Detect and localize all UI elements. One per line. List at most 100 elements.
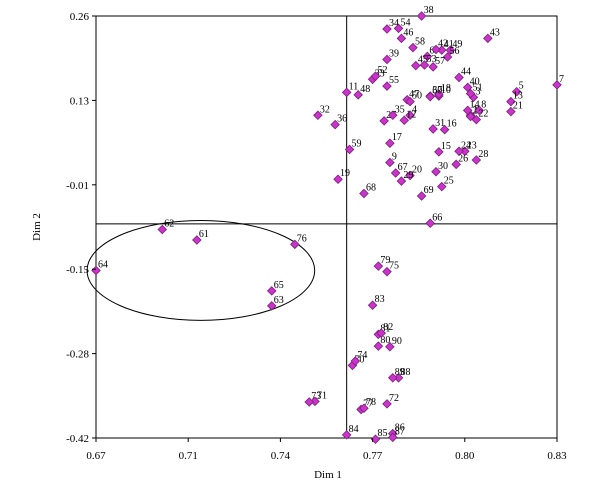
data-point: 43 xyxy=(483,27,500,44)
point-label: 24 xyxy=(461,140,471,151)
point-label: 37 xyxy=(432,85,442,96)
point-label: 47 xyxy=(409,89,419,100)
point-label: 43 xyxy=(490,27,500,38)
point-label: 10 xyxy=(441,85,451,96)
data-point: 71 xyxy=(310,390,327,407)
point-label: 62 xyxy=(164,218,174,229)
data-point: 20 xyxy=(405,164,422,181)
point-marker xyxy=(396,33,407,44)
data-point: 58 xyxy=(408,37,425,53)
point-label: 52 xyxy=(377,65,387,76)
point-marker xyxy=(333,174,343,184)
data-point: 76 xyxy=(290,233,307,250)
data-point: 90 xyxy=(385,336,402,352)
data-point: 65 xyxy=(266,280,284,296)
point-label: 35 xyxy=(395,104,405,115)
point-marker xyxy=(373,261,384,271)
data-point: 60 xyxy=(425,86,442,102)
data-point: 6 xyxy=(422,45,434,62)
data-point: 7 xyxy=(552,74,564,90)
point-label: 34 xyxy=(389,18,399,29)
point-label: 14 xyxy=(470,99,480,110)
point-marker xyxy=(373,341,384,351)
data-point: 46 xyxy=(396,27,413,44)
data-point: 19 xyxy=(333,168,350,184)
point-marker xyxy=(434,89,444,99)
point-marker xyxy=(434,147,444,157)
point-label: 74 xyxy=(357,350,367,361)
data-point: 54 xyxy=(393,17,411,34)
data-point: 52 xyxy=(370,65,387,81)
point-marker xyxy=(454,146,464,157)
point-marker xyxy=(304,397,314,407)
data-point: 75 xyxy=(382,261,399,277)
point-marker xyxy=(376,328,387,338)
data-point: 42 xyxy=(431,39,448,55)
point-marker xyxy=(411,60,421,71)
data-point: 11 xyxy=(341,81,358,98)
data-point: 26 xyxy=(451,153,468,170)
point-label: 21 xyxy=(513,101,523,112)
point-marker xyxy=(192,235,202,245)
point-label: 67 xyxy=(398,162,408,173)
data-point: 66 xyxy=(425,212,442,229)
point-label: 18 xyxy=(441,83,451,94)
point-marker xyxy=(350,356,361,366)
point-label: 56 xyxy=(450,46,460,57)
data-point: 25 xyxy=(436,176,454,192)
point-marker xyxy=(370,434,381,445)
point-label: 33 xyxy=(375,68,385,79)
x-tick-label: 0.83 xyxy=(547,450,567,462)
data-point: 56 xyxy=(442,46,460,62)
point-label: 48 xyxy=(360,84,370,95)
data-points: 1234567891011121314151617181920212223242… xyxy=(91,5,564,445)
point-label: 53 xyxy=(426,54,436,65)
point-marker xyxy=(428,62,438,72)
data-point: 30 xyxy=(431,161,448,177)
point-label: 85 xyxy=(377,428,387,439)
data-point: 28 xyxy=(471,149,488,165)
data-point: 87 xyxy=(388,426,405,443)
point-label: 26 xyxy=(458,153,468,164)
data-point: 44 xyxy=(454,66,471,83)
point-marker xyxy=(341,430,352,440)
y-tick-label: -0.01 xyxy=(66,180,89,192)
point-marker xyxy=(396,176,407,186)
point-marker xyxy=(436,181,447,192)
highlight-ellipse xyxy=(86,219,316,321)
point-label: 78 xyxy=(366,397,376,408)
point-label: 31 xyxy=(435,118,445,129)
point-marker xyxy=(385,157,395,168)
point-label: 82 xyxy=(383,322,393,333)
point-marker xyxy=(425,218,435,229)
point-marker xyxy=(157,224,168,235)
point-label: 58 xyxy=(415,37,425,48)
data-point: 49 xyxy=(445,39,462,55)
point-label: 80 xyxy=(380,335,390,346)
point-marker xyxy=(425,91,435,102)
point-label: 16 xyxy=(447,119,457,130)
point-label: 42 xyxy=(438,39,448,50)
data-point: 38 xyxy=(416,5,434,21)
y-tick-label: 0.26 xyxy=(70,11,90,23)
data-point: 14 xyxy=(462,99,480,116)
point-label: 64 xyxy=(98,259,108,270)
data-point: 8 xyxy=(474,99,486,116)
data-point: 40 xyxy=(462,76,480,93)
point-marker xyxy=(385,138,395,148)
point-label: 20 xyxy=(412,164,422,175)
x-tick-label: 0.67 xyxy=(86,450,106,462)
data-point: 63 xyxy=(266,295,284,311)
point-label: 86 xyxy=(395,423,405,434)
point-marker xyxy=(382,24,392,34)
data-point: 45 xyxy=(411,55,428,71)
point-label: 46 xyxy=(403,27,413,38)
point-marker xyxy=(370,71,381,81)
data-point: 67 xyxy=(390,162,408,178)
point-label: 90 xyxy=(392,336,402,347)
point-label: 59 xyxy=(352,138,362,149)
x-tick-label: 0.77 xyxy=(363,450,383,462)
data-point: 39 xyxy=(382,48,399,65)
data-point: 9 xyxy=(385,151,397,168)
point-label: 88 xyxy=(401,367,411,378)
